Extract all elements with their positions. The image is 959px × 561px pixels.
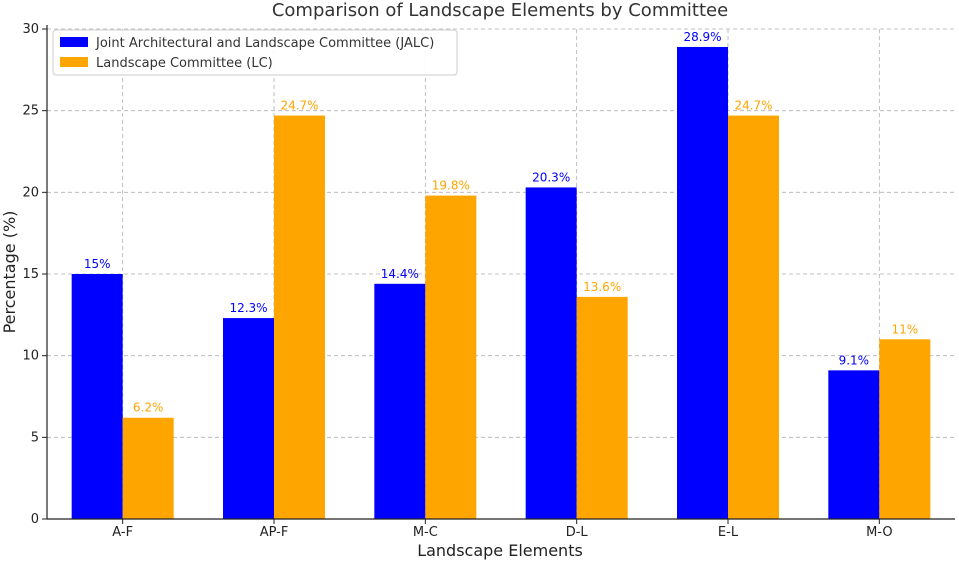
data-label-jalc-ap-f: 12.3% — [229, 301, 267, 315]
data-label-lc-m-c: 19.8% — [432, 179, 470, 193]
bar-jalc-m-c — [374, 283, 426, 519]
legend-swatch-lc — [60, 57, 88, 67]
data-label-jalc-m-o: 9.1% — [839, 353, 870, 367]
bar-jalc-a-f — [71, 274, 123, 519]
bars — [71, 46, 931, 520]
data-label-lc-m-o: 11% — [891, 322, 918, 336]
y-axis-title: Percentage (%) — [0, 211, 19, 334]
axes: 0 5 10 15 20 25 30 A-F AP-F M-C D-L E-L M-O — [22, 22, 955, 540]
data-label-lc-ap-f: 24.7% — [280, 99, 318, 113]
legend-label-jalc: Joint Architectural and Landscape Commit… — [95, 36, 434, 51]
bar-lc-a-f — [122, 417, 174, 519]
bar-jalc-e-l — [677, 46, 728, 519]
data-label-jalc-m-c: 14.4% — [381, 267, 419, 281]
x-axis-title: Landscape Elements — [417, 541, 583, 560]
data-label-jalc-e-l: 28.9% — [683, 30, 721, 44]
bar-lc-ap-f — [274, 115, 325, 520]
bar-lc-m-c — [425, 195, 477, 519]
bar-lc-e-l — [728, 115, 779, 520]
data-label-jalc-a-f: 15% — [84, 257, 111, 271]
legend-label-lc: Landscape Committee (LC) — [96, 56, 273, 71]
data-labels: 15% 6.2% 12.3% 24.7% 14.4% 19.8% 20.3% 13.6% 28.… — [84, 30, 918, 415]
data-label-lc-a-f: 6.2% — [133, 401, 164, 415]
bar-jalc-ap-f — [223, 318, 274, 519]
x-tick-label: M-C — [413, 525, 438, 540]
data-label-jalc-d-l: 20.3% — [532, 170, 570, 184]
x-tick-label: M-O — [866, 525, 893, 540]
grid — [47, 28, 955, 519]
y-tick-label: 0 — [31, 512, 39, 527]
x-tick-label: AP-F — [260, 525, 289, 540]
y-tick-label: 20 — [22, 185, 39, 200]
chart-title: Comparison of Landscape Elements by Comm… — [272, 0, 728, 21]
bar-lc-d-l — [576, 296, 628, 519]
y-tick-label: 10 — [22, 349, 39, 364]
x-tick-label: A-F — [112, 525, 133, 540]
data-label-lc-d-l: 13.6% — [583, 280, 621, 294]
y-tick-label: 30 — [22, 22, 39, 37]
x-tick-label: E-L — [718, 525, 739, 540]
bar-lc-m-o — [879, 339, 931, 519]
bar-jalc-d-l — [525, 187, 577, 519]
data-label-lc-e-l: 24.7% — [734, 99, 772, 113]
y-tick-label: 25 — [22, 104, 39, 119]
legend: Joint Architectural and Landscape Commit… — [52, 29, 458, 76]
bar-jalc-m-o — [828, 370, 880, 519]
y-tick-label: 5 — [31, 430, 39, 445]
legend-swatch-jalc — [60, 37, 88, 47]
y-tick-label: 15 — [22, 267, 39, 282]
x-tick-label: D-L — [566, 525, 589, 540]
legend-box — [52, 29, 458, 76]
